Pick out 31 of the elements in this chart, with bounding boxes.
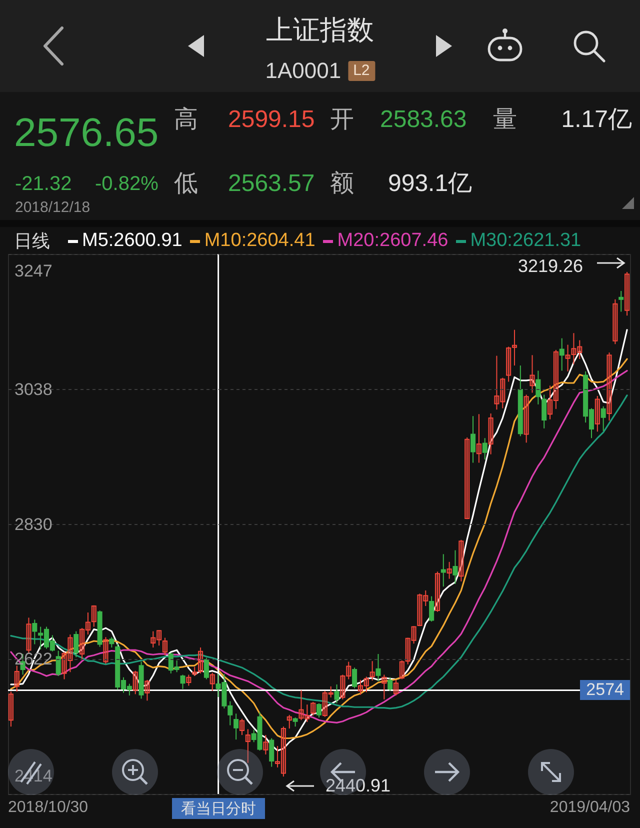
y-tick-label: 3038 bbox=[14, 380, 52, 399]
chart-title: 上证指数 bbox=[266, 14, 374, 47]
text: L2 bbox=[348, 61, 375, 81]
text: -0.82% bbox=[95, 173, 158, 196]
legend-label: M30:2621.31 bbox=[470, 230, 582, 252]
ref-line-label: 2574 bbox=[580, 680, 630, 700]
text: 开 bbox=[330, 106, 354, 134]
text: 2019/04/03 bbox=[550, 799, 630, 817]
text: 2018/12/18 bbox=[15, 199, 90, 216]
y-tick-label: 2830 bbox=[14, 514, 52, 534]
legend-title: 日线 bbox=[14, 230, 50, 253]
legend-label: M5:2600.91 bbox=[82, 230, 182, 252]
legend-label: M10:2604.41 bbox=[204, 230, 316, 252]
annotation: 3219.26 bbox=[518, 256, 584, 276]
text: 额 bbox=[330, 170, 354, 198]
chart-subtitle: 1A0001 bbox=[265, 58, 342, 84]
text: 2563.57 bbox=[228, 170, 315, 198]
text: 993.1亿 bbox=[388, 170, 472, 198]
text: 高 bbox=[174, 106, 198, 134]
annotation: 2440.91 bbox=[325, 776, 391, 796]
text: 2599.15 bbox=[228, 106, 315, 134]
text: 1.17亿 bbox=[561, 106, 632, 134]
text: 2018/10/30 bbox=[8, 799, 88, 817]
text: 2583.63 bbox=[380, 106, 467, 134]
text: 低 bbox=[174, 170, 198, 198]
y-tick-label: 3247 bbox=[14, 262, 52, 280]
text: -21.32 bbox=[15, 173, 72, 196]
x-tick-label: 看当日分时 bbox=[180, 800, 256, 818]
legend-label: M20:2607.46 bbox=[337, 230, 448, 252]
text: 2576.65 bbox=[14, 110, 159, 156]
text: 量 bbox=[493, 106, 517, 134]
